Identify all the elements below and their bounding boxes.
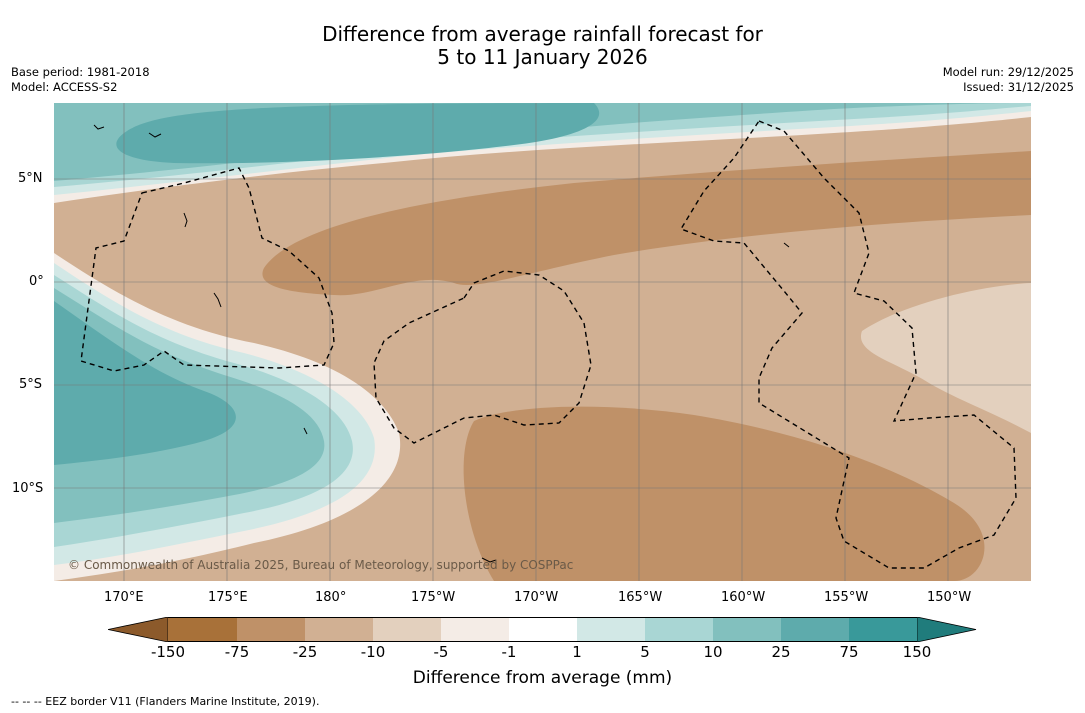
- eez-border-central: [373, 270, 592, 444]
- base-period: Base period: 1981-2018: [11, 65, 150, 79]
- colorbar-swatch-7: [577, 617, 645, 642]
- dry-zone-south: [463, 406, 985, 581]
- graticule: [54, 103, 1031, 581]
- colorbar-tick: -75: [224, 643, 250, 661]
- lat-label-10s: 10°S: [12, 481, 44, 496]
- island-2: [148, 132, 162, 138]
- lon-label-170e: 170°E: [104, 590, 144, 605]
- lon-label-175e: 175°E: [208, 590, 248, 605]
- colorbar-swatch-11: [849, 617, 917, 642]
- island-7: [481, 557, 497, 563]
- model-run: Model run: 29/12/2025: [942, 65, 1074, 79]
- lon-label-165w: 165°W: [618, 590, 663, 605]
- colorbar-tick: -25: [292, 643, 318, 661]
- eez-border-west: [80, 167, 335, 372]
- eez-borders: [80, 120, 1017, 569]
- lat-label-5n: 5°N: [18, 171, 43, 186]
- colorbar-swatch-5: [441, 617, 509, 642]
- title-line-2: 5 to 11 January 2026: [437, 45, 648, 69]
- north-band-4: [116, 103, 600, 164]
- colorbar-tick: -1: [501, 643, 517, 661]
- colorbar-swatch-1: [168, 617, 237, 642]
- colorbar-swatch-3: [305, 617, 373, 642]
- island-coastlines: [93, 124, 790, 563]
- model-name: Model: ACCESS-S2: [11, 80, 118, 94]
- island-4: [213, 292, 222, 308]
- issued-date: Issued: 31/12/2025: [963, 80, 1074, 94]
- lon-label-180: 180°: [315, 590, 347, 605]
- island-1: [93, 124, 105, 130]
- rainfall-map: [54, 103, 1031, 581]
- lon-label-155w: 155°W: [824, 590, 869, 605]
- lon-label-170w: 170°W: [514, 590, 559, 605]
- lat-label-0: 0°: [29, 274, 44, 289]
- title-line-1: Difference from average rainfall forecas…: [322, 22, 763, 46]
- colorbar-frame: [168, 617, 917, 642]
- colorbar-label: Difference from average (mm): [412, 668, 673, 688]
- lon-label-160w: 160°W: [721, 590, 766, 605]
- colorbar-tick: 5: [640, 643, 650, 661]
- colorbar-arrow-low: [108, 617, 169, 642]
- colorbar-tick: 10: [703, 643, 723, 661]
- colorbar-swatch-10: [781, 617, 849, 642]
- dry-zone-north: [262, 151, 1031, 296]
- colorbar-swatch-6: [509, 617, 577, 642]
- colorbar-tick: -10: [360, 643, 386, 661]
- lon-label-175w: 175°W: [411, 590, 456, 605]
- island-6: [783, 242, 790, 248]
- colorbar-tick: 75: [839, 643, 859, 661]
- colorbar-swatch-8: [645, 617, 713, 642]
- colorbar-swatch-4: [373, 617, 441, 642]
- copyright-credit: © Commonwealth of Australia 2025, Bureau…: [68, 558, 574, 572]
- colorbar-tick: 25: [771, 643, 791, 661]
- west-band-4: [54, 301, 236, 465]
- colorbar-swatch-2: [237, 617, 305, 642]
- lat-label-5s: 5°S: [19, 377, 43, 392]
- island-3: [183, 212, 188, 228]
- eez-legend: -- -- -- EEZ border V11 (Flanders Marine…: [11, 695, 320, 708]
- colorbar-tick: -5: [433, 643, 449, 661]
- colorbar-arrow-high: [916, 617, 977, 642]
- colorbar-tick: -150: [150, 643, 186, 661]
- colorbar-swatch-9: [713, 617, 781, 642]
- island-5: [303, 427, 308, 435]
- colorbar-tick: 1: [572, 643, 582, 661]
- colorbar-tick: 150: [902, 643, 932, 661]
- eez-border-east: [679, 120, 1017, 569]
- lon-label-150w: 150°W: [927, 590, 972, 605]
